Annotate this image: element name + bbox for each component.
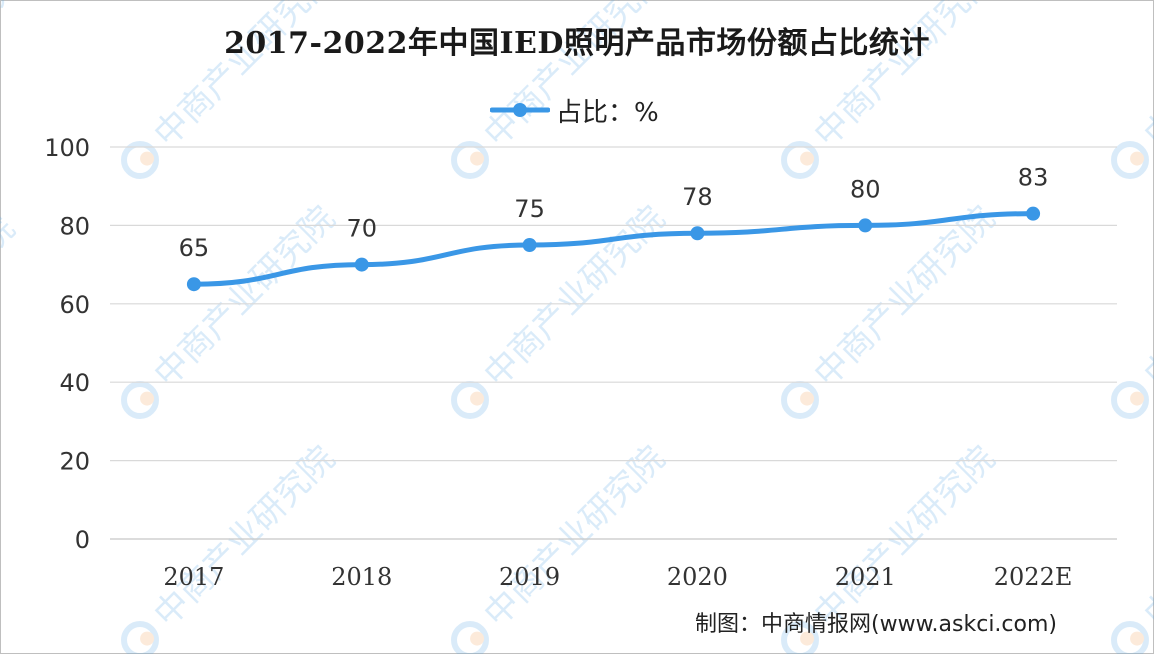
x-tick-label: 2022E xyxy=(994,563,1073,591)
source-footer: 制图：中商情报网(www.askci.com) xyxy=(695,612,1057,637)
y-tick-label: 100 xyxy=(44,134,90,162)
data-point xyxy=(858,218,873,233)
data-point xyxy=(522,238,537,252)
data-label: 83 xyxy=(1018,164,1049,192)
data-label: 65 xyxy=(179,234,210,262)
data-label: 78 xyxy=(682,183,713,211)
x-tick-label: 2018 xyxy=(331,563,392,591)
legend: 占比：% xyxy=(490,92,659,128)
y-tick-label: 40 xyxy=(59,369,90,397)
data-label: 80 xyxy=(850,175,881,203)
data-label: 75 xyxy=(514,195,545,223)
legend-swatch-icon xyxy=(490,103,550,117)
series-line xyxy=(191,211,1036,287)
chart-title: 2017-2022年中国IED照明产品市场份额占比统计 xyxy=(224,26,930,61)
y-tick-label: 80 xyxy=(59,212,90,240)
x-tick-label: 2021 xyxy=(835,563,896,591)
x-tick-label: 2019 xyxy=(499,563,560,591)
data-point xyxy=(690,226,705,241)
x-tick-label: 2020 xyxy=(667,563,728,591)
data-point xyxy=(186,277,201,292)
x-tick-label: 2017 xyxy=(163,563,224,591)
data-point xyxy=(354,257,369,272)
y-tick-label: 60 xyxy=(59,291,90,319)
data-point xyxy=(1026,206,1041,221)
data-label: 70 xyxy=(346,215,377,243)
y-tick-label: 0 xyxy=(75,526,90,554)
legend-label: 占比：% xyxy=(556,97,659,128)
y-tick-label: 20 xyxy=(59,448,90,476)
